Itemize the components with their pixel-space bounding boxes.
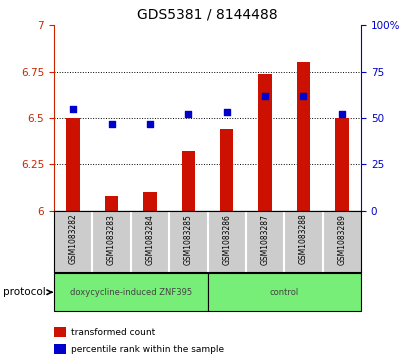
Bar bbox=[105, 196, 118, 211]
Point bbox=[108, 121, 115, 126]
Point bbox=[146, 121, 153, 126]
Bar bbox=[297, 62, 310, 211]
Text: GSM1083282: GSM1083282 bbox=[68, 213, 78, 264]
Text: GSM1083286: GSM1083286 bbox=[222, 213, 231, 265]
Bar bbox=[54, 273, 208, 311]
Point bbox=[223, 110, 230, 115]
Text: percentile rank within the sample: percentile rank within the sample bbox=[71, 345, 224, 354]
Text: GSM1083289: GSM1083289 bbox=[337, 213, 347, 265]
Bar bbox=[66, 118, 80, 211]
Point bbox=[185, 111, 192, 117]
Point bbox=[339, 111, 345, 117]
Text: control: control bbox=[270, 288, 299, 297]
Text: GSM1083288: GSM1083288 bbox=[299, 213, 308, 264]
Text: GSM1083284: GSM1083284 bbox=[145, 213, 154, 265]
Bar bbox=[259, 74, 272, 211]
Title: GDS5381 / 8144488: GDS5381 / 8144488 bbox=[137, 8, 278, 21]
Text: GSM1083287: GSM1083287 bbox=[261, 213, 270, 265]
Bar bbox=[54, 327, 66, 338]
Text: GSM1083283: GSM1083283 bbox=[107, 213, 116, 265]
Text: doxycycline-induced ZNF395: doxycycline-induced ZNF395 bbox=[70, 288, 192, 297]
Bar bbox=[335, 118, 349, 211]
Point bbox=[262, 93, 269, 99]
Point bbox=[300, 93, 307, 99]
Bar bbox=[220, 129, 233, 211]
Text: protocol: protocol bbox=[3, 287, 46, 297]
Point bbox=[70, 106, 76, 112]
Bar bbox=[54, 344, 66, 354]
Bar bbox=[182, 151, 195, 211]
Bar bbox=[208, 273, 361, 311]
Text: GSM1083285: GSM1083285 bbox=[184, 213, 193, 265]
Bar bbox=[143, 192, 156, 211]
Text: transformed count: transformed count bbox=[71, 328, 155, 337]
